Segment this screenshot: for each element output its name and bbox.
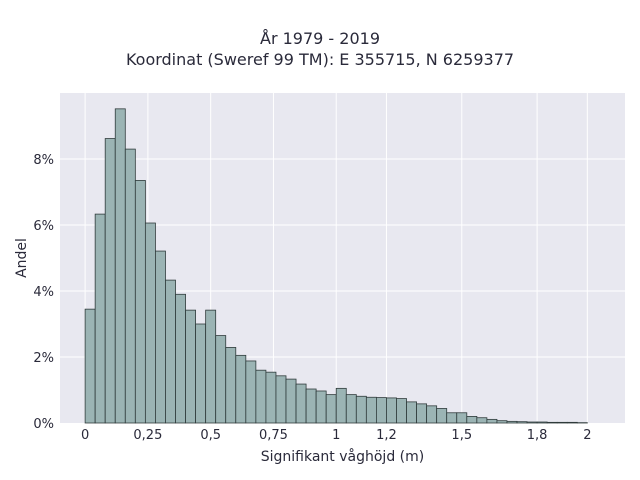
histogram-bar: [416, 403, 428, 424]
histogram-bar: [265, 371, 277, 424]
histogram-bar: [175, 293, 186, 424]
histogram-bar: [84, 308, 96, 424]
x-tick-label: 1,8: [527, 428, 548, 443]
histogram-bar: [305, 388, 317, 424]
histogram-bar: [155, 250, 166, 424]
histogram-bar: [466, 415, 478, 424]
x-axis-ticks: 0 0,25 0,5 0,75 1 1,2 1,5 1,8 2: [81, 428, 592, 443]
x-tick-label: 0: [81, 428, 89, 443]
histogram-bar: [295, 383, 307, 424]
x-tick-label: 1,2: [376, 428, 397, 443]
x-tick-label: 1: [332, 428, 340, 443]
histogram-bar: [185, 309, 197, 424]
histogram-bar: [165, 279, 176, 424]
histogram-bar: [94, 213, 106, 424]
histogram-bar: [114, 108, 126, 424]
histogram-bar: [386, 397, 397, 424]
y-axis-label: Andel: [14, 238, 30, 278]
chart-subtitle: Koordinat (Sweref 99 TM): E 355715, N 62…: [125, 50, 515, 69]
histogram-bar: [456, 412, 468, 424]
x-axis-label: Signifikant våghöjd (m): [261, 448, 424, 465]
histogram-bar: [235, 354, 247, 424]
histogram-bar: [365, 396, 377, 424]
histogram-bar: [375, 397, 387, 424]
histogram-bar: [566, 421, 578, 424]
y-axis-ticks: 0% 2% 4% 6% 8%: [33, 153, 54, 432]
y-tick-label: 6%: [33, 219, 54, 234]
histogram-bar: [335, 387, 347, 424]
histogram-bar: [255, 369, 267, 424]
histogram-bar: [516, 421, 528, 424]
histogram-bar: [325, 394, 337, 424]
x-tick-label: 1,5: [451, 428, 472, 443]
histogram-bar: [496, 420, 508, 424]
histogram-bar: [406, 401, 417, 424]
histogram-bar: [446, 412, 458, 424]
x-tick-label: 0,25: [133, 428, 162, 443]
histogram-bar: [426, 405, 438, 424]
histogram-bar: [476, 417, 488, 424]
histogram-bar: [134, 180, 146, 424]
histogram-bar: [546, 421, 558, 424]
y-tick-label: 2%: [33, 351, 54, 366]
histogram-bar: [315, 390, 327, 424]
chart-title: År 1979 - 2019: [260, 29, 380, 48]
histogram-bar: [195, 323, 207, 424]
histogram-bar: [486, 418, 498, 424]
histogram-bar: [205, 309, 217, 424]
histogram-bar: [536, 421, 548, 424]
x-tick-label: 0,75: [259, 428, 288, 443]
y-tick-label: 8%: [33, 153, 54, 168]
histogram-bar: [285, 378, 297, 424]
histogram-bar: [104, 138, 116, 424]
y-tick-label: 4%: [33, 285, 54, 300]
histogram-bar: [556, 421, 568, 424]
histogram-bar: [245, 360, 257, 424]
histogram-bars: [84, 108, 588, 424]
histogram-bar: [124, 148, 136, 424]
histogram-bar: [396, 398, 407, 424]
histogram-bar: [526, 421, 538, 424]
histogram-bar: [355, 395, 367, 424]
histogram-bar: [506, 420, 518, 424]
histogram-bar: [275, 375, 287, 424]
histogram-bar: [144, 222, 156, 424]
x-tick-label: 0,5: [200, 428, 221, 443]
histogram-bar: [225, 347, 237, 424]
x-tick-label: 2: [583, 428, 591, 443]
histogram-bar: [436, 408, 448, 424]
histogram-bar: [215, 335, 227, 424]
histogram-bar: [345, 394, 357, 424]
y-tick-label: 0%: [33, 417, 54, 432]
